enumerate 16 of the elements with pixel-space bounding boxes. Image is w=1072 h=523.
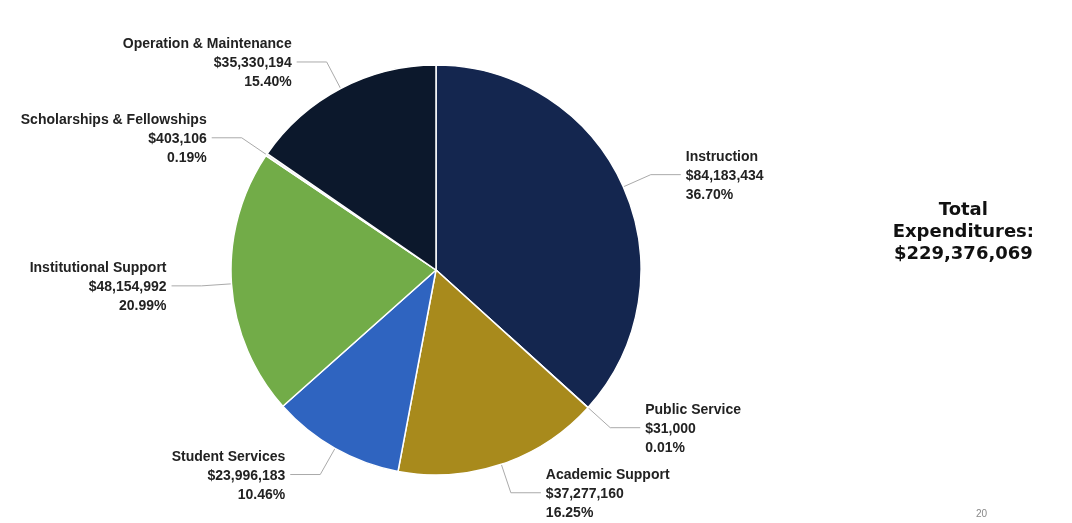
data-label: $23,996,183 10.46%	[207, 466, 286, 502]
data-label: $31,000 0.01%	[645, 419, 697, 455]
data-label: $84,183,434 36.70%	[685, 166, 764, 202]
slice-label: Institutional Support	[29, 258, 167, 275]
data-label: $35,330,194 15.40%	[213, 53, 293, 89]
slice-label: Scholarships & Fellowships	[20, 110, 207, 127]
data-label: $37,277,160 16.25%	[545, 484, 624, 520]
data-label: $48,154,992 20.99%	[88, 277, 168, 313]
slice-label: Student Services	[171, 447, 286, 464]
slice-label: Operation & Maintenance	[122, 34, 292, 51]
text: Total Expenditures: $229,376,069	[892, 197, 1035, 263]
slice-label: Academic Support	[545, 465, 670, 482]
slice-label: Public Service	[645, 400, 742, 417]
text: 20	[975, 507, 988, 519]
slice-label: Instruction	[685, 147, 759, 164]
data-label: $403,106 0.19%	[148, 129, 208, 165]
